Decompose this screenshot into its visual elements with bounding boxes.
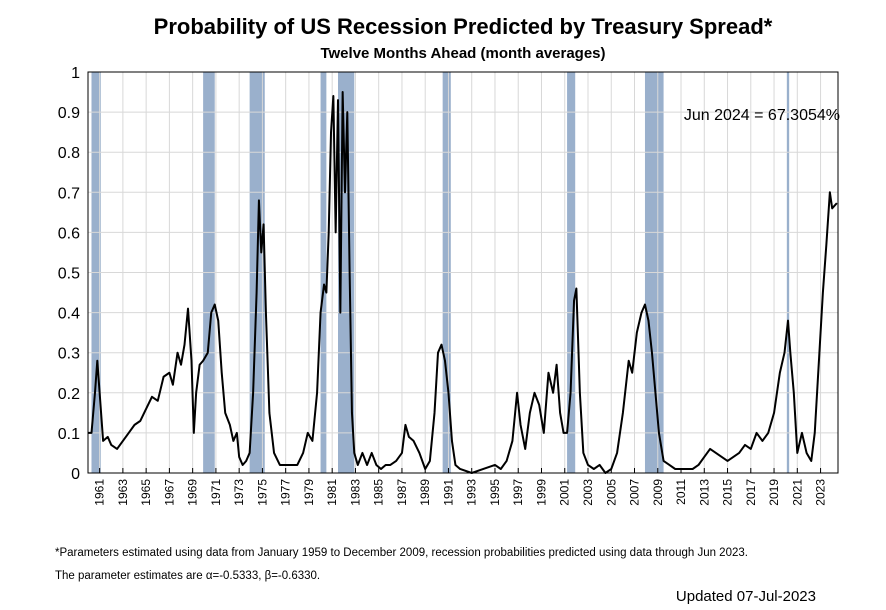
y-tick-label: 0.1	[58, 426, 80, 443]
x-tick-label: 1977	[279, 479, 293, 506]
x-tick-label: 1963	[116, 479, 130, 506]
x-tick-label: 1979	[302, 479, 316, 506]
x-tick-label: 1993	[465, 479, 479, 506]
x-tick-label: 2023	[814, 479, 828, 506]
footnote: The parameter estimates are α=-0.5333, β…	[55, 570, 320, 582]
probability-line	[88, 91, 838, 474]
footnote: *Parameters estimated using data from Ja…	[55, 547, 748, 559]
x-tick-label: 1981	[325, 479, 339, 506]
chart-subtitle: Twelve Months Ahead (month averages)	[320, 45, 605, 62]
y-tick-label: 0.6	[58, 225, 80, 242]
plot-area: 0 0.1 0.2 0.3 0.4 0.5 0.6 0.7 0.8 0.9 1 1961 1963 196…	[58, 65, 839, 506]
x-tick-label: 1961	[93, 479, 107, 506]
y-tick-label: 0.5	[58, 266, 80, 283]
x-tick-label: 2019	[767, 479, 781, 506]
x-tick-label: 1971	[209, 479, 223, 506]
x-tick-label: 1999	[534, 479, 548, 506]
x-tick-label: 1987	[395, 479, 409, 506]
x-tick-label: 1985	[372, 479, 386, 506]
x-tick-label: 1973	[232, 479, 246, 506]
x-tick-label: 2003	[581, 479, 595, 506]
x-tick-label: 2005	[604, 479, 618, 506]
x-tick-label: 2021	[790, 479, 804, 506]
plot-frame	[87, 71, 839, 474]
annotation: Jun 2024 = 67.3054%	[684, 107, 840, 124]
updated-note: Updated 07-Jul-2023	[676, 588, 816, 605]
x-tick-label: 2015	[721, 479, 735, 506]
x-tick-label: 1995	[488, 479, 502, 506]
x-tick-label: 1975	[255, 479, 269, 506]
x-tick-label: 1991	[441, 479, 455, 506]
chart-title: Probability of US Recession Predicted by…	[154, 14, 773, 39]
x-tick-label: 2001	[558, 479, 572, 506]
x-tick-label: 2007	[628, 479, 642, 506]
x-tick-label: 1997	[511, 479, 525, 506]
x-tick-label: 2011	[674, 479, 688, 505]
y-tick-label: 0.9	[58, 105, 80, 122]
x-tick-label: 1965	[139, 479, 153, 506]
x-tick-label: 1969	[186, 479, 200, 506]
x-tick-label: 2009	[651, 479, 665, 506]
x-tick-label: 1967	[162, 479, 176, 506]
y-tick-label: 0.4	[58, 306, 80, 323]
y-tick-label: 0	[71, 466, 80, 483]
y-tick-label: 0.8	[58, 145, 80, 162]
x-tick-label: 1983	[348, 479, 362, 506]
x-tick-label: 2017	[744, 479, 758, 506]
y-tick-label: 0.7	[58, 185, 80, 202]
x-tick-label: 2013	[697, 479, 711, 506]
y-tick-label: 0.2	[58, 386, 80, 403]
y-tick-label: 1	[71, 65, 80, 82]
y-tick-label: 0.3	[58, 346, 80, 363]
x-tick-label: 1989	[418, 479, 432, 506]
